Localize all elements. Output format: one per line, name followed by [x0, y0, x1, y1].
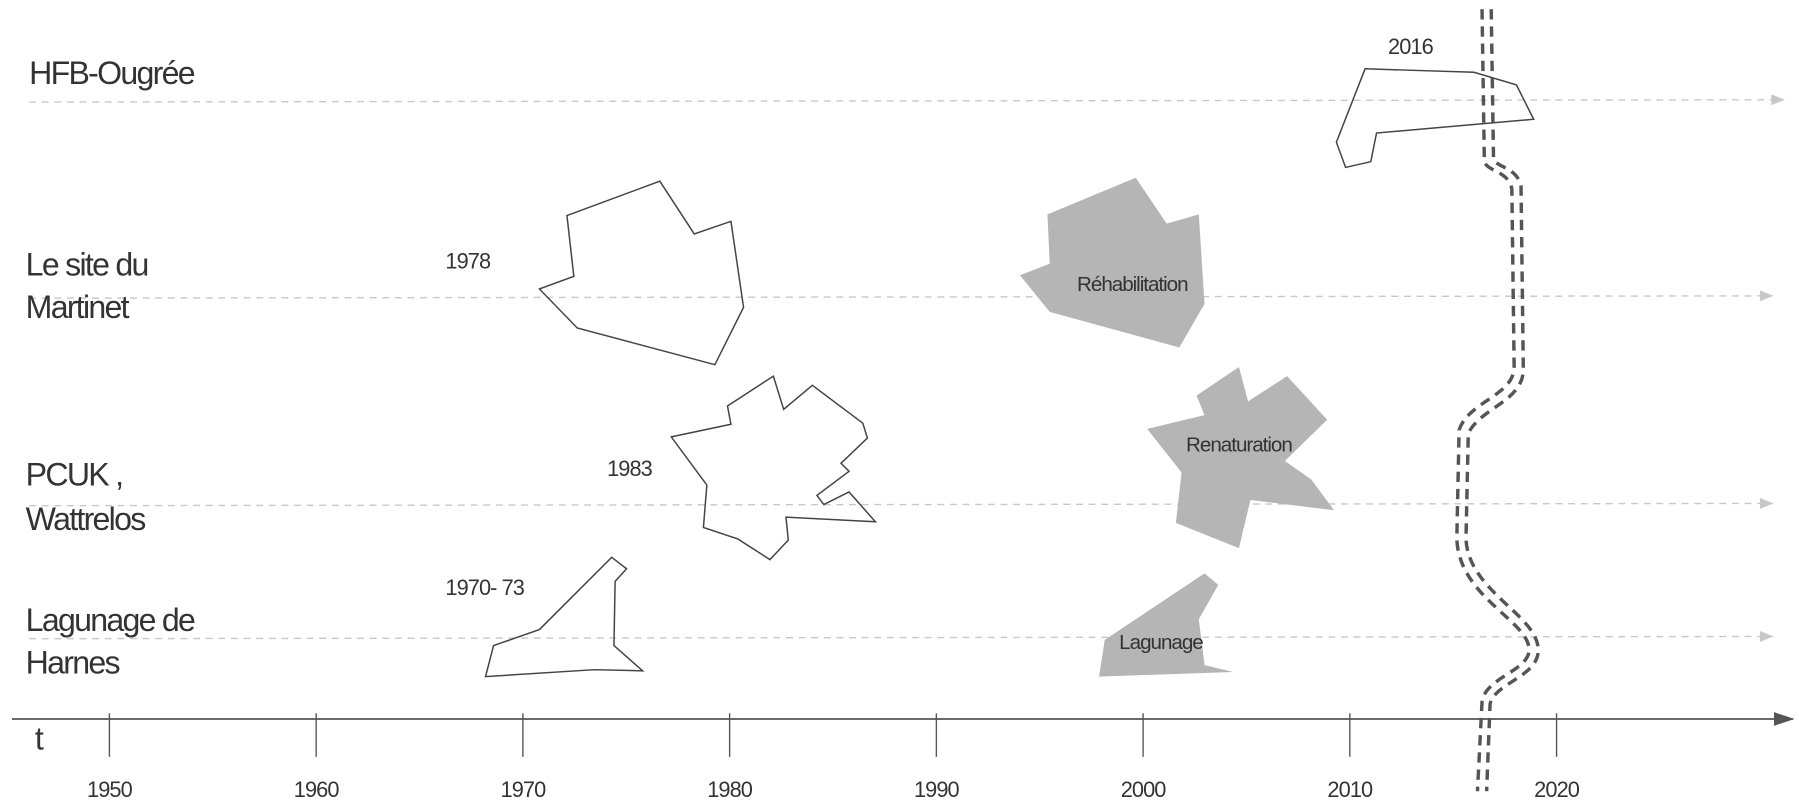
row-guide: [29, 630, 1774, 642]
annotation: 1983: [607, 456, 653, 481]
boundary-line: [1455, 9, 1531, 792]
row-label: Harnes: [26, 645, 120, 681]
row-label: Martinet: [26, 289, 130, 325]
site-shape: [1335, 68, 1535, 169]
axis-label: t: [35, 720, 44, 756]
row-label: HFB-Ougrée: [29, 55, 195, 91]
phase-shape: [1147, 366, 1335, 549]
boundary-line: [1464, 9, 1540, 792]
row-guide: [29, 497, 1774, 509]
row-guide: [29, 94, 1785, 106]
tick-label: 2020: [1534, 777, 1580, 802]
site-shape: [670, 374, 878, 561]
tick-label: 1980: [707, 777, 753, 802]
site-shape: [538, 180, 745, 366]
row-guide: [29, 290, 1774, 302]
row-label: Lagunage de: [26, 602, 195, 638]
phase-label: Lagunage: [1119, 631, 1203, 654]
tick-label: 1990: [914, 777, 960, 802]
phase-label: Réhabilitation: [1077, 273, 1188, 296]
tick-label: 2000: [1121, 777, 1167, 802]
tick-label: 1950: [87, 777, 133, 802]
row-label: PCUK ,: [26, 457, 123, 493]
tick-label: 1970: [501, 777, 547, 802]
row-label: Le site du: [26, 247, 148, 283]
annotation: 1970- 73: [445, 575, 524, 600]
phase-shape: [1019, 177, 1205, 348]
tick-label: 2010: [1327, 777, 1373, 802]
phase-shape: [1099, 573, 1234, 677]
row-label: Wattrelos: [26, 501, 146, 537]
annotation: 2016: [1388, 34, 1434, 59]
tick-label: 1960: [294, 777, 340, 802]
site-shape: [484, 556, 645, 678]
phase-label: Renaturation: [1186, 434, 1292, 457]
annotation: 1978: [445, 248, 491, 273]
